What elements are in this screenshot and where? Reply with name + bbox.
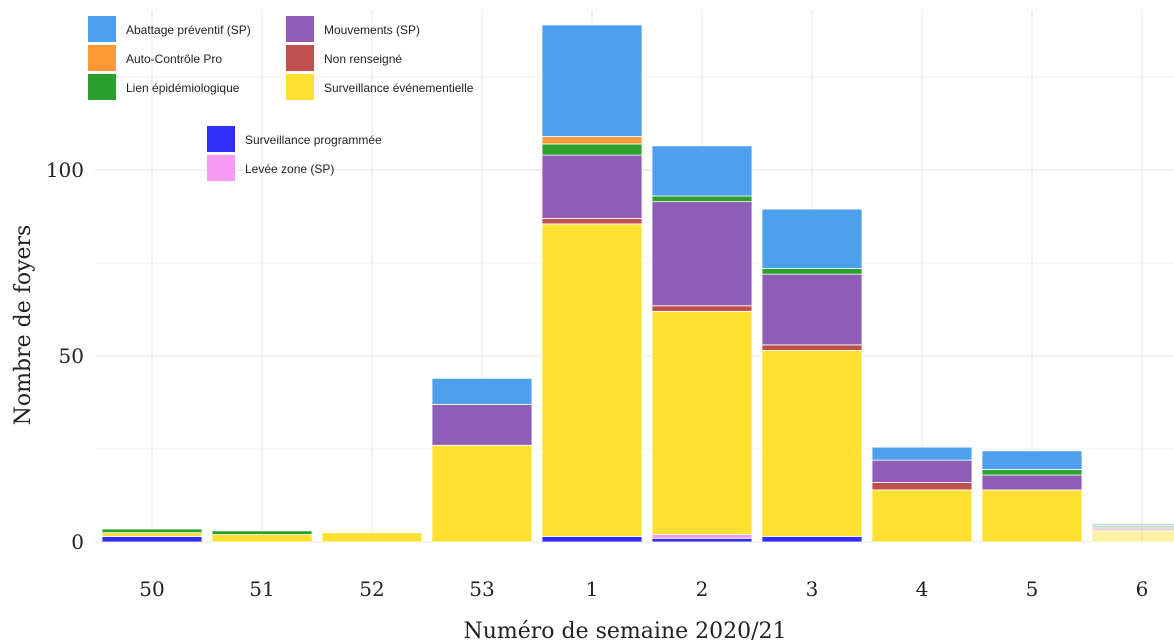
bar-stack-4 <box>871 446 973 543</box>
y-tick-label: 100 <box>46 158 84 182</box>
x-tick-label: 6 <box>1136 577 1149 601</box>
bar-segment <box>651 537 753 543</box>
legend-label: Auto-Contrôle Pro <box>126 52 222 66</box>
bar-segment <box>651 145 753 197</box>
legend-swatch <box>207 155 235 181</box>
legend-swatch <box>286 45 314 71</box>
bar-segment <box>871 489 973 543</box>
legend: Abattage préventif (SP) Auto-Contrôle Pro… <box>88 16 474 181</box>
legend-label: Surveillance événementielle <box>324 81 474 95</box>
bar-segment <box>211 534 313 543</box>
legend-item: Auto-Contrôle Pro <box>88 45 222 71</box>
bar-segment <box>651 534 753 539</box>
legend-label: Non renseigné <box>324 52 402 66</box>
legend-swatch <box>88 16 116 42</box>
bars <box>101 24 1174 543</box>
y-tick-label: 50 <box>59 344 84 368</box>
y-axis-ticks: 0 50 100 <box>46 158 84 554</box>
bar-segment <box>211 530 313 535</box>
bar-segment <box>541 143 643 156</box>
legend-swatch <box>286 74 314 100</box>
bar-segment <box>761 268 863 275</box>
legend-item: Surveillance programmée <box>207 126 382 152</box>
bar-segment <box>761 273 863 346</box>
bar-stack-6 <box>1091 523 1174 543</box>
bar-stack-1 <box>541 24 643 543</box>
legend-item: Lien épidémiologique <box>88 74 240 100</box>
x-tick-label: 4 <box>916 577 929 601</box>
legend-label: Mouvements (SP) <box>324 23 420 37</box>
legend-swatch <box>207 126 235 152</box>
bar-stack-2 <box>651 145 753 543</box>
x-tick-label: 52 <box>359 577 384 601</box>
bar-segment <box>761 536 863 543</box>
bar-segment <box>981 469 1083 476</box>
x-tick-label: 2 <box>696 577 709 601</box>
bar-segment <box>101 536 203 543</box>
bar-segment <box>541 223 643 537</box>
bar-stack-50 <box>101 528 203 543</box>
bar-segment <box>651 310 753 535</box>
legend-item: Abattage préventif (SP) <box>88 16 251 42</box>
legend-label: Surveillance programmée <box>245 133 382 147</box>
bar-stack-51 <box>211 530 313 543</box>
bar-stack-3 <box>761 208 863 543</box>
x-tick-label: 3 <box>806 577 819 601</box>
legend-swatch <box>88 45 116 71</box>
x-tick-label: 50 <box>139 577 164 601</box>
bar-segment <box>431 444 533 543</box>
bar-segment <box>101 528 203 534</box>
legend-label: Lien épidémiologique <box>126 81 240 95</box>
y-tick-label: 0 <box>71 530 84 554</box>
bar-segment <box>1091 523 1174 526</box>
bar-segment <box>541 136 643 145</box>
bar-segment <box>541 536 643 543</box>
bar-segment <box>871 482 973 491</box>
legend-item: Mouvements (SP) <box>286 16 420 42</box>
bar-segment <box>761 344 863 351</box>
bar-segment <box>101 532 203 537</box>
y-axis-title: Nombre de foyers <box>11 225 36 426</box>
x-axis-ticks: 50 51 52 53 1 2 3 4 5 6 <box>139 577 1148 601</box>
legend-label: Abattage préventif (SP) <box>126 23 251 37</box>
legend-swatch <box>286 16 314 42</box>
x-tick-label: 1 <box>586 577 599 601</box>
bar-segment <box>651 195 753 203</box>
bar-stack-52 <box>321 532 423 543</box>
bar-segment <box>871 446 973 461</box>
bar-segment <box>981 450 1083 470</box>
bar-segment <box>541 24 643 137</box>
bar-segment <box>541 217 643 225</box>
x-axis-title: Numéro de semaine 2020/21 <box>463 619 786 644</box>
bar-segment <box>981 474 1083 491</box>
bar-segment <box>651 201 753 307</box>
bar-segment <box>321 532 423 543</box>
x-tick-label: 5 <box>1026 577 1039 601</box>
bar-segment <box>541 154 643 219</box>
x-tick-label: 53 <box>469 577 494 601</box>
legend-label: Levée zone (SP) <box>245 162 334 176</box>
bar-segment <box>1091 530 1174 543</box>
bar-segment <box>431 403 533 446</box>
bar-segment <box>981 489 1083 543</box>
legend-item: Non renseigné <box>286 45 402 71</box>
bar-stack-5 <box>981 450 1083 543</box>
legend-item: Levée zone (SP) <box>207 155 334 181</box>
x-tick-label: 51 <box>249 577 274 601</box>
bar-segment <box>871 459 973 483</box>
bar-segment <box>761 208 863 269</box>
bar-segment <box>761 350 863 537</box>
bar-segment <box>651 305 753 312</box>
bar-segment <box>431 377 533 405</box>
legend-item: Surveillance événementielle <box>286 74 474 100</box>
bar-stack-53 <box>431 377 533 543</box>
legend-swatch <box>88 74 116 100</box>
